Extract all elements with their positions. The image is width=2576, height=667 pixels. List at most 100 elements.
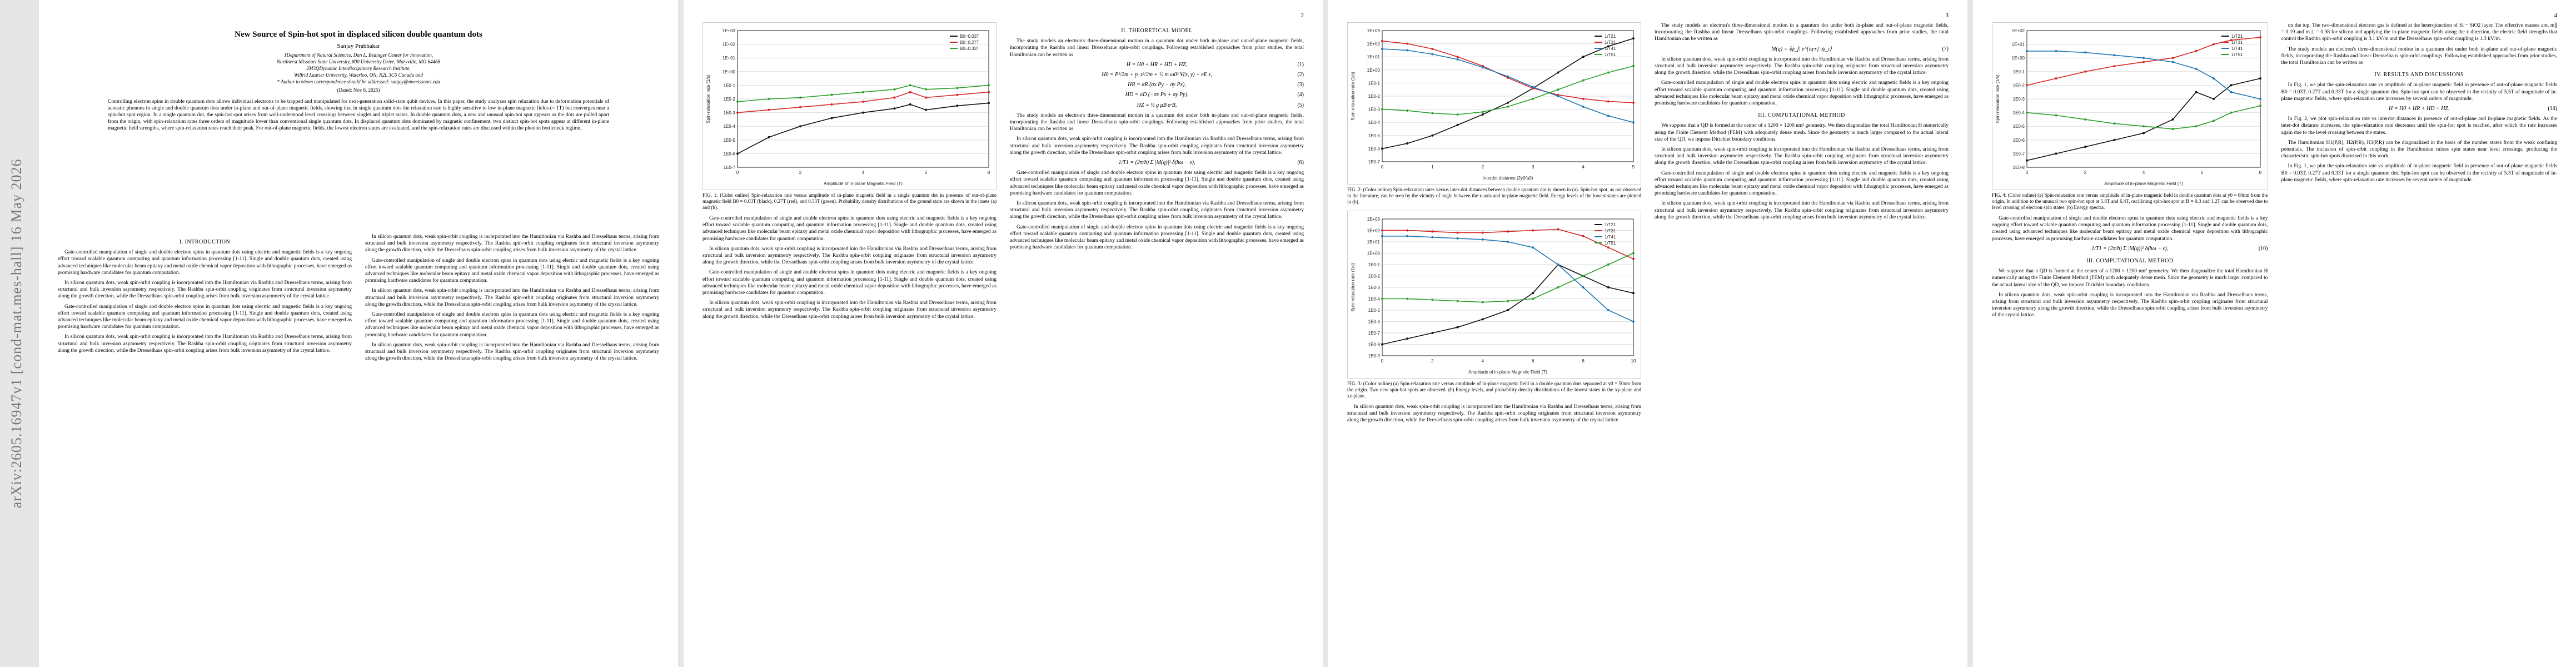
data-point [1557, 228, 1559, 231]
paragraph: In silicon quantum dots, weak spin-orbit… [1992, 292, 2268, 318]
data-point [1431, 112, 1434, 115]
paper-date: (Dated: Nov 8, 2025) [337, 87, 380, 93]
data-point [1456, 56, 1459, 58]
data-point [2259, 36, 2261, 39]
x-tick-label: 6 [2201, 170, 2204, 175]
column-right: II. THEORETICAL MODEL The study models a… [1010, 22, 1304, 656]
data-point [768, 98, 770, 100]
data-point [988, 84, 990, 87]
paragraph: In silicon quantum dots, weak spin-orbit… [1010, 201, 1304, 220]
y-tick-label: 1E+02 [723, 42, 736, 47]
data-point [1431, 53, 1434, 56]
data-point [2113, 64, 2116, 67]
x-tick-label: 6 [1532, 359, 1534, 364]
data-point [1381, 108, 1383, 111]
x-tick-label: 2 [799, 170, 802, 175]
data-point [2195, 67, 2198, 70]
data-point [2230, 111, 2233, 114]
figure-1: 1E0-7 1E0-6 1E0-5 1E0-4 1E0-3 1E0-2 1E0-1 1E+00… [702, 22, 996, 190]
data-point [1431, 48, 1434, 51]
data-point [1557, 286, 1559, 288]
legend-label: 1/T31 [1605, 228, 1616, 233]
x-tick-label: 0 [736, 170, 739, 175]
paragraph: Gate-controlled manipulation of single a… [702, 270, 996, 296]
y-tick-label: 1E0-3 [1368, 107, 1381, 112]
y-axis-label: Spin-relaxation rate (1/s) [706, 74, 711, 123]
paragraph: In Fig. 1, we plot the spin-relaxation r… [2281, 82, 2558, 102]
data-point [1456, 326, 1459, 328]
data-point [1381, 235, 1383, 237]
figure-3: 1E0-9 1E0-8 1E0-7 1E0-6 1E0-5 1E0-4 1E0-3 1E0-2… [1347, 211, 1641, 379]
data-point [1607, 100, 1610, 103]
legend-label: 1/T51 [1605, 52, 1616, 57]
data-point [768, 136, 770, 138]
x-tick-label: 8 [988, 170, 990, 175]
data-point [909, 84, 911, 87]
y-tick-label: 1E0-3 [2013, 97, 2025, 102]
legend-label: 1/T21 [2231, 34, 2243, 39]
column-right: on the top. The two-dimensional electron… [2281, 22, 2558, 656]
data-point [2026, 111, 2028, 114]
y-tick-label: 1E0-1 [2013, 69, 2025, 74]
y-tick-label: 1E0-5 [1368, 308, 1381, 313]
data-point [2084, 51, 2086, 54]
data-point [1481, 231, 1484, 234]
data-point [1557, 71, 1559, 74]
series-line [1382, 228, 1634, 260]
data-point [2213, 120, 2215, 122]
data-point [1431, 298, 1434, 301]
y-tick-label: 1E+02 [1367, 42, 1381, 47]
data-point [736, 111, 739, 114]
data-point [1632, 257, 1635, 260]
column-left: 1E0-7 1E0-6 1E0-5 1E0-4 1E0-3 1E0-2 1E0-1 1E+00… [1347, 22, 1641, 656]
y-axis-label: Spin-relaxation rate (1/s) [1351, 263, 1356, 312]
data-point [1431, 134, 1434, 137]
data-point [1381, 39, 1383, 42]
data-point [862, 100, 864, 103]
equation-1: H = H0 + HR + HD + HZ, (1) [1126, 61, 1304, 68]
y-tick-label: 1E0-3 [1368, 285, 1381, 290]
x-axis-label: Amplitude of in-plane Magnetic Field (T) [2104, 181, 2183, 186]
equation-m: M(q) = ⟨ψ_f| e^{iq·r} |ψ_i⟩ (7) [1771, 46, 1949, 52]
paragraph: Gate-controlled manipulation of single a… [702, 216, 996, 242]
paragraph: In silicon quantum dots, weak spin-orbit… [365, 288, 659, 307]
data-point [1481, 111, 1484, 113]
data-point [2055, 152, 2057, 155]
data-point [1632, 252, 1635, 255]
equation-text: HZ = ½ g μB σ·B, [1137, 102, 1177, 108]
data-point [1632, 320, 1635, 323]
data-point [2195, 91, 2198, 93]
y-tick-label: 1E0-4 [1368, 120, 1381, 125]
plot-frame [1382, 30, 1634, 162]
section-heading: III. COMPUTATIONAL METHOD [1758, 112, 1845, 119]
arxiv-identifier: arXiv:2605.16947v1 [cond-mat.mes-hall] 1… [0, 0, 33, 667]
data-point [1582, 275, 1585, 277]
data-point [1406, 337, 1409, 340]
x-tick-label: 5 [1632, 165, 1635, 170]
page-2: 2 1E0-7 1E0-6 1E0-5 1E0-4 1E0-3 1E0-2 1E0-1 1E+… [684, 0, 1323, 667]
data-point [1406, 229, 1409, 232]
data-point [2055, 114, 2057, 117]
legend-label: B0=0.03T [960, 34, 979, 39]
figure-2-caption: FIG. 2: (Color online) Spin-relaxation r… [1347, 187, 1641, 205]
data-point [1632, 101, 1635, 104]
data-point [1582, 286, 1585, 288]
data-point [1456, 231, 1459, 234]
equation-1: H = H0 + HR + HD + HZ, (14) [2389, 106, 2557, 112]
paper-author: Sanjay Prabhakar [337, 43, 380, 49]
y-tick-label: 1E+02 [1367, 228, 1381, 233]
y-tick-label: 1E0-7 [724, 165, 736, 170]
data-point [2171, 128, 2174, 131]
y-tick-label: 1E0-1 [1368, 81, 1381, 86]
data-point [1532, 86, 1534, 88]
legend-label: 1/T31 [2231, 40, 2243, 45]
y-tick-label: 1E0-2 [1368, 274, 1381, 279]
affiliation-line: 2M3QDynamic Interdisciplinary Research I… [306, 66, 411, 71]
paragraph: The study models an electron's three-dim… [2281, 46, 2558, 66]
figure-4-caption: FIG. 4: (Color online) (a) Spin-relaxati… [1992, 192, 2268, 210]
paragraph: In silicon quantum dots, weak spin-orbit… [1655, 56, 1949, 76]
paragraph: In silicon quantum dots, weak spin-orbit… [702, 300, 996, 320]
equation-text: HR = αR (σx Py − σy Px), [1128, 82, 1186, 88]
series-line [2026, 78, 2261, 161]
affiliation-line: Wilfrid Laurier University, Waterloo, ON… [294, 72, 423, 78]
